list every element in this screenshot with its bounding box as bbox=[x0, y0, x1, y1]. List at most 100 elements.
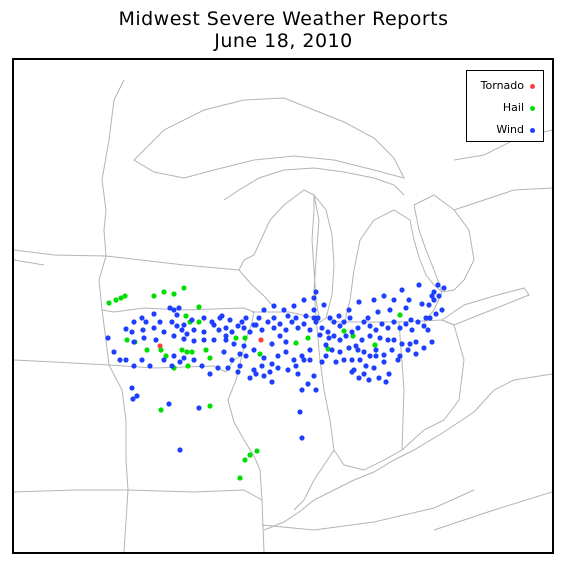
wind-report-point bbox=[299, 387, 305, 393]
wind-report-point bbox=[207, 371, 213, 377]
wind-report-point bbox=[371, 297, 377, 303]
illinois-east-border bbox=[293, 317, 335, 511]
wind-report-point bbox=[397, 325, 403, 331]
wind-reports bbox=[105, 282, 447, 453]
wind-report-point bbox=[373, 327, 379, 333]
hail-reports bbox=[106, 285, 403, 481]
wind-report-point bbox=[239, 319, 245, 325]
wind-report-point bbox=[333, 359, 339, 365]
wind-report-point bbox=[425, 327, 431, 333]
wind-report-point bbox=[147, 363, 153, 369]
wind-report-point bbox=[269, 361, 275, 367]
wind-report-point bbox=[153, 337, 159, 343]
wind-report-point bbox=[301, 321, 307, 327]
wind-report-point bbox=[349, 329, 355, 335]
wind-report-point bbox=[391, 337, 397, 343]
wind-report-point bbox=[427, 315, 433, 321]
wind-report-point bbox=[235, 323, 241, 329]
wind-report-point bbox=[237, 351, 243, 357]
minnesota-border bbox=[101, 79, 273, 306]
wind-report-point bbox=[311, 315, 317, 321]
wind-report-point bbox=[243, 353, 249, 359]
wind-report-point bbox=[327, 315, 333, 321]
wind-report-point bbox=[174, 323, 180, 329]
wind-report-point bbox=[297, 409, 303, 415]
wind-report-point bbox=[337, 323, 343, 329]
hail-report-point bbox=[118, 295, 124, 301]
hail-report-point bbox=[158, 407, 164, 413]
wind-report-point bbox=[267, 369, 273, 375]
wind-report-point bbox=[315, 315, 321, 321]
hail-report-point bbox=[254, 448, 260, 454]
map-frame: Tornado Hail Wind bbox=[12, 58, 554, 554]
wind-report-point bbox=[439, 307, 445, 313]
wind-report-point bbox=[157, 319, 163, 325]
hail-report-point bbox=[237, 475, 243, 481]
wind-report-point bbox=[307, 327, 313, 333]
wind-report-point bbox=[307, 347, 313, 353]
kentucky-border bbox=[261, 489, 475, 531]
wind-report-point bbox=[303, 313, 309, 319]
wind-report-point bbox=[151, 311, 157, 317]
wind-report-point bbox=[191, 327, 197, 333]
hail-report-point bbox=[184, 349, 190, 355]
michigan-lower-peninsula bbox=[343, 209, 443, 326]
wind-report-point bbox=[177, 359, 183, 365]
wind-report-point bbox=[343, 333, 349, 339]
wind-report-point bbox=[176, 305, 182, 311]
wind-report-point bbox=[201, 315, 207, 321]
wind-report-point bbox=[341, 357, 347, 363]
wind-report-point bbox=[301, 297, 307, 303]
wind-report-point bbox=[167, 305, 173, 311]
wind-report-point bbox=[336, 313, 342, 319]
wind-report-point bbox=[179, 327, 185, 333]
wind-report-point bbox=[285, 367, 291, 373]
wind-report-point bbox=[201, 329, 207, 335]
wind-report-point bbox=[283, 349, 289, 355]
wind-report-point bbox=[385, 337, 391, 343]
wind-report-point bbox=[237, 363, 243, 369]
wind-report-point bbox=[413, 351, 419, 357]
wind-report-point bbox=[225, 365, 231, 371]
indiana-border bbox=[330, 321, 405, 471]
wind-report-point bbox=[241, 325, 247, 331]
wind-report-point bbox=[313, 319, 319, 325]
wind-report-point bbox=[313, 289, 319, 295]
wind-report-point bbox=[385, 325, 391, 331]
wind-report-point bbox=[261, 307, 267, 313]
hail-report-point bbox=[350, 333, 356, 339]
wind-report-point bbox=[346, 345, 352, 351]
wind-report-point bbox=[441, 285, 447, 291]
wind-report-point bbox=[285, 313, 291, 319]
wind-report-point bbox=[429, 339, 435, 345]
wind-report-point bbox=[321, 302, 327, 308]
wind-report-point bbox=[399, 287, 405, 293]
wind-report-point bbox=[223, 337, 229, 343]
hail-report-point bbox=[233, 335, 239, 341]
wind-report-point bbox=[326, 335, 332, 341]
wind-report-point bbox=[265, 319, 271, 325]
wind-report-point bbox=[271, 315, 277, 321]
wind-report-point bbox=[387, 307, 393, 313]
wind-report-point bbox=[349, 369, 355, 375]
wind-report-point bbox=[355, 325, 361, 331]
hail-report-point bbox=[372, 342, 378, 348]
wind-report-point bbox=[313, 387, 319, 393]
wind-report-point bbox=[129, 329, 135, 335]
hail-report-point bbox=[247, 452, 253, 458]
lake-huron bbox=[413, 194, 475, 293]
wind-report-point bbox=[295, 325, 301, 331]
hail-report-point bbox=[257, 351, 263, 357]
hail-report-point bbox=[397, 312, 403, 318]
wind-report-point bbox=[433, 311, 439, 317]
wind-report-point bbox=[429, 293, 435, 299]
wind-report-point bbox=[277, 333, 283, 339]
wind-report-point bbox=[361, 371, 367, 377]
hail-report-point bbox=[341, 328, 347, 334]
wind-report-point bbox=[227, 317, 233, 323]
hail-report-point bbox=[161, 289, 167, 295]
legend: Tornado Hail Wind bbox=[466, 70, 544, 142]
legend-item-wind: Wind bbox=[496, 123, 535, 137]
wind-report-point bbox=[271, 325, 277, 331]
legend-item-hail: Hail bbox=[503, 101, 535, 115]
